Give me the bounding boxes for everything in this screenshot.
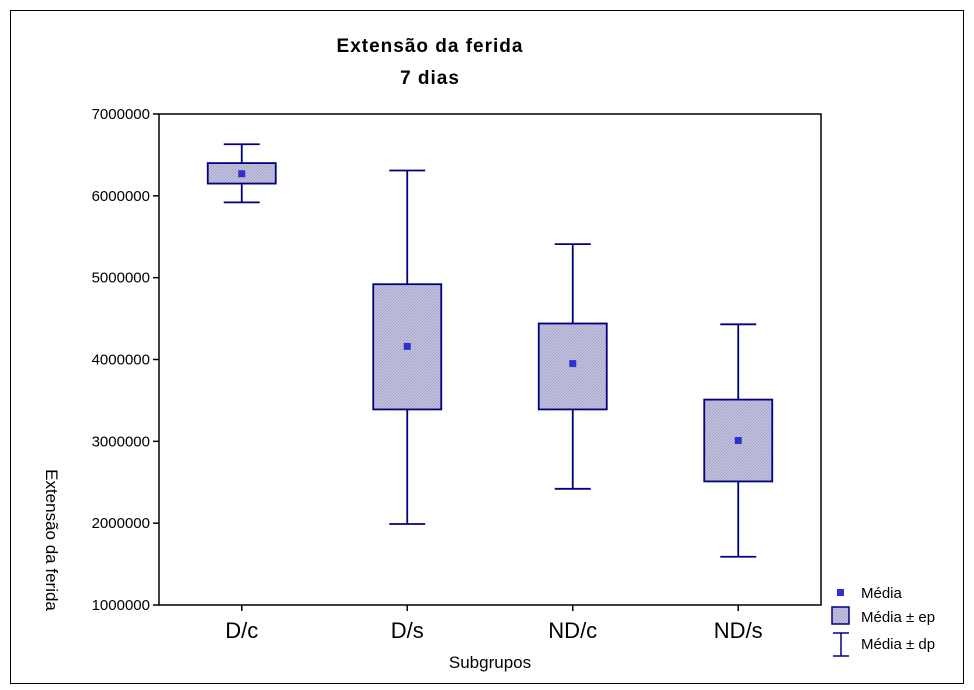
y-tick-label: 5000000 xyxy=(92,270,150,287)
y-axis: 1000000 2000000 3000000 4000000 5000000 60000… xyxy=(92,106,159,614)
y-tick-label: 1000000 xyxy=(92,597,150,614)
box-d-s xyxy=(372,169,443,525)
y-tick-label: 6000000 xyxy=(92,188,150,205)
legend-se-box xyxy=(831,606,850,625)
mean-marker xyxy=(238,170,246,178)
y-tick-label: 4000000 xyxy=(92,352,150,369)
x-axis-label: Subgrupos xyxy=(449,653,531,672)
legend-item-mean: Média xyxy=(861,585,903,602)
legend-item-sd: Média ± dp xyxy=(861,636,935,653)
legend-item-se: Média ± ep xyxy=(861,609,935,626)
x-tick-label: D/s xyxy=(391,618,424,643)
plot-area xyxy=(158,113,822,606)
box-nd-c xyxy=(537,243,608,490)
legend-sd-whisker-icon xyxy=(833,632,849,657)
mean-marker xyxy=(734,437,742,445)
x-tick-label: ND/c xyxy=(548,618,597,643)
legend-mean-marker xyxy=(837,589,844,596)
y-tick-label: 3000000 xyxy=(92,433,150,450)
y-axis-label: Extensão da ferida xyxy=(42,469,61,611)
x-axis: D/c D/s ND/c ND/s xyxy=(225,605,763,643)
chart-frame xyxy=(10,10,964,684)
box-nd-s xyxy=(703,323,774,558)
mean-marker xyxy=(403,342,411,350)
x-tick-label: ND/s xyxy=(714,618,763,643)
legend: Média Média ± ep Média ± dp xyxy=(831,585,935,657)
y-tick-label: 2000000 xyxy=(92,515,150,532)
box-d-c xyxy=(206,143,277,204)
mean-marker xyxy=(569,360,577,368)
x-tick-label: D/c xyxy=(225,618,258,643)
chart-title: Extensão da ferida xyxy=(337,36,524,57)
box-series xyxy=(206,143,774,558)
y-tick-label: 7000000 xyxy=(92,106,150,123)
chart-subtitle: 7 dias xyxy=(400,68,460,89)
